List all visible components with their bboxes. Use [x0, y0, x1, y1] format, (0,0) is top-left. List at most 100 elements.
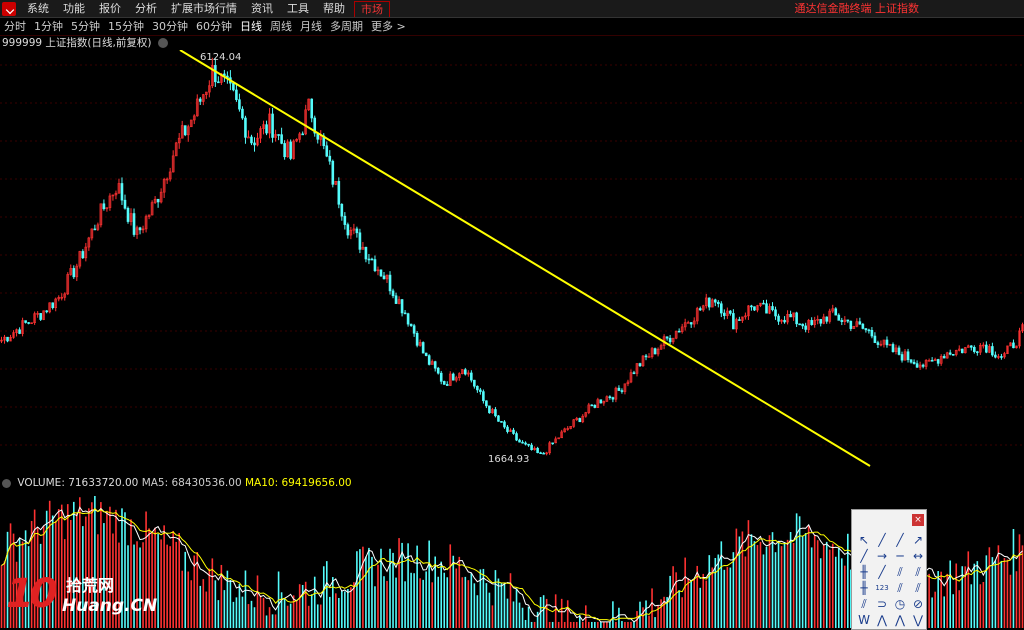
candle-body	[346, 224, 350, 236]
cursor-tool-icon[interactable]: ↖	[858, 533, 870, 547]
period-tab-weekly[interactable]: 周线	[270, 20, 292, 33]
candle-body	[927, 359, 931, 362]
candle-body	[560, 431, 563, 439]
candle	[382, 272, 386, 280]
candle	[123, 194, 127, 210]
app-logo-icon[interactable]	[2, 1, 16, 16]
period-tab-1min[interactable]: 1分钟	[34, 20, 63, 33]
candle	[39, 312, 42, 321]
candle	[780, 319, 783, 324]
candle-body	[572, 419, 576, 427]
drawing-toolbox: × ↖ ╱ ╱ ↗ ╱ → ─ ↔ ╫ ╱ ⫽ ⫽ ╫ 123 ⫽ ⫽ ⫽ ⊃ ◷ ⊘ W ⋀ ⋀ ⋁	[851, 509, 927, 630]
cross-tool-icon[interactable]: ╫	[860, 581, 868, 595]
candle	[165, 177, 169, 184]
candle	[409, 323, 413, 327]
period-tab-5min[interactable]: 5分钟	[71, 20, 100, 33]
candle	[274, 129, 277, 142]
channel-tool-icon[interactable]: ╱	[878, 565, 886, 579]
candle-body	[304, 109, 307, 135]
period-tab-monthly[interactable]: 月线	[300, 20, 322, 33]
cycle-tool-icon[interactable]: ◷	[894, 597, 906, 611]
candle	[680, 323, 684, 334]
chevron-down-icon[interactable]	[2, 478, 11, 488]
candle	[400, 298, 404, 317]
chevron-down-icon[interactable]	[157, 38, 168, 48]
candle-body	[277, 134, 280, 136]
candle-body	[951, 353, 955, 356]
candle	[677, 328, 681, 333]
segment-tool-icon[interactable]: ╱	[860, 549, 868, 563]
period-tab-multi[interactable]: 多周期	[330, 20, 363, 33]
ray-tool-icon[interactable]: ╱	[896, 533, 904, 547]
candle	[503, 420, 506, 429]
gann-tool-icon[interactable]: ⫽	[897, 581, 903, 595]
candle-body	[563, 428, 567, 433]
angle-tool-icon[interactable]: ⫽	[861, 597, 867, 611]
menu-analysis[interactable]: 分析	[135, 2, 157, 15]
candle	[57, 295, 61, 302]
candle	[482, 389, 485, 404]
candle	[825, 316, 829, 324]
parallel-tool-icon[interactable]: ⫽	[897, 565, 903, 579]
candle-body	[491, 409, 494, 414]
fan-tool-icon[interactable]: ⫽	[915, 565, 921, 579]
candle-body	[858, 321, 862, 325]
candle	[587, 402, 591, 415]
candle-body	[954, 349, 958, 355]
candle	[957, 345, 961, 352]
period-tab-daily[interactable]: 日线	[240, 20, 262, 33]
watermark-number: 10	[6, 571, 58, 617]
candle	[912, 359, 916, 365]
candle-body	[786, 314, 789, 323]
price-chart[interactable]: 6124.04 1664.93	[0, 50, 1024, 474]
period-tab-15min[interactable]: 15分钟	[108, 20, 144, 33]
level-tool-icon[interactable]: ─	[896, 549, 904, 563]
candle-body	[105, 207, 109, 210]
period-tab-30min[interactable]: 30分钟	[152, 20, 188, 33]
zigzag-tool-icon[interactable]: ⋀	[895, 613, 905, 627]
candle	[433, 360, 437, 372]
candle-body	[262, 124, 265, 129]
range-tool-icon[interactable]: ↔	[912, 549, 924, 563]
period-tab-intraday[interactable]: 分时	[4, 20, 26, 33]
candle	[310, 98, 314, 123]
vline-tool-icon[interactable]: ╫	[860, 565, 868, 579]
line-tool-icon[interactable]: ╱	[878, 533, 886, 547]
close-icon[interactable]: ×	[912, 514, 924, 526]
candle-body	[849, 320, 853, 329]
menu-quote[interactable]: 报价	[99, 2, 121, 15]
menu-help[interactable]: 帮助	[323, 2, 345, 15]
candle-body	[632, 372, 636, 374]
menu-tools[interactable]: 工具	[287, 2, 309, 15]
number-tool-icon[interactable]: 123	[875, 584, 889, 592]
candle	[476, 385, 479, 393]
candle	[189, 119, 193, 128]
candle	[994, 351, 997, 359]
menu-function[interactable]: 功能	[63, 2, 85, 15]
candle-body	[424, 352, 428, 356]
candle-body	[301, 133, 304, 136]
volume-chart[interactable]	[0, 490, 1024, 628]
candle-body	[1003, 353, 1006, 358]
wave-tool-icon[interactable]: W	[858, 613, 870, 627]
menu-system[interactable]: 系统	[27, 2, 49, 15]
candle-body	[150, 202, 154, 216]
fib-tool-icon[interactable]: ⫽	[915, 581, 921, 595]
candle-body	[75, 265, 79, 278]
peak-tool-icon[interactable]: ⋀	[877, 613, 887, 627]
candle	[177, 133, 181, 149]
candle	[129, 208, 133, 226]
circle-tool-icon[interactable]: ⊘	[912, 597, 924, 611]
arc-tool-icon[interactable]: ⊃	[876, 597, 888, 611]
period-tab-more[interactable]: 更多 >	[371, 20, 406, 33]
hline-tool-icon[interactable]: →	[876, 549, 888, 563]
arrow-tool-icon[interactable]: ↗	[912, 533, 924, 547]
menu-news[interactable]: 资讯	[251, 2, 273, 15]
market-tab[interactable]: 市场	[354, 0, 390, 17]
candle	[147, 214, 151, 220]
candle-body	[57, 297, 61, 300]
period-tab-60min[interactable]: 60分钟	[196, 20, 232, 33]
candle	[132, 208, 136, 237]
menu-extended-market[interactable]: 扩展市场行情	[171, 2, 237, 15]
trough-tool-icon[interactable]: ⋁	[913, 613, 923, 627]
